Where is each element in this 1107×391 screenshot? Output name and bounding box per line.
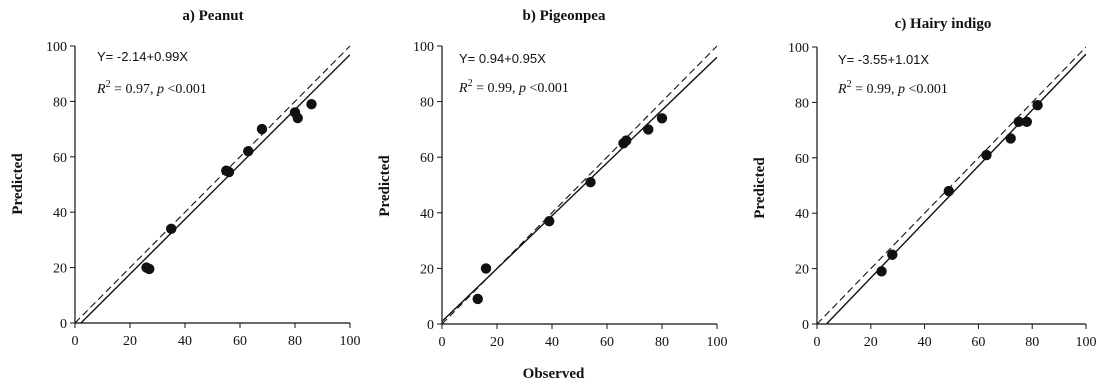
- data-point: [656, 113, 668, 124]
- data-point: [1021, 116, 1033, 127]
- data-point: [306, 98, 317, 110]
- regression-equation: Y= -3.55+1.01X: [838, 52, 929, 67]
- data-point: [292, 112, 303, 124]
- one-to-one-line: [75, 45, 350, 323]
- data-point: [544, 215, 555, 227]
- data-point: [943, 185, 955, 197]
- x-tick-label: 0: [72, 334, 79, 349]
- y-tick-label: 0: [60, 317, 67, 332]
- x-tick-label: 60: [600, 335, 614, 350]
- y-axis-label: Predicted: [377, 155, 393, 217]
- y-tick-label: 0: [802, 318, 809, 333]
- y-tick-label: 60: [53, 151, 67, 166]
- y-tick-label: 60: [420, 151, 434, 166]
- x-tick-label: 40: [918, 335, 932, 350]
- x-tick-label: 100: [1076, 335, 1097, 350]
- y-axis-label: Predicted: [10, 153, 26, 215]
- one-to-one-line: [442, 45, 717, 324]
- scatter-plot-pigeonpea: b) Pigeonpea Predicted 0 20 40 60 80 100 0 20 40 60…: [377, 8, 728, 350]
- data-point: [643, 124, 654, 135]
- chart-title: a) Peanut: [182, 8, 243, 24]
- y-axis-label: Predicted: [752, 157, 768, 219]
- y-tick-label: 40: [795, 207, 809, 222]
- data-point: [876, 266, 887, 277]
- scatter-plot-hairy-indigo: c) Hairy indigo Predicted 0 20 40 60 80 100 0 20 4…: [752, 16, 1097, 350]
- data-point: [887, 249, 898, 260]
- data-point: [144, 263, 155, 275]
- r-squared-annotation: R2 = 0.99, p <0.001: [837, 79, 948, 97]
- y-tick-label: 80: [795, 96, 809, 111]
- r-squared-annotation: R2 = 0.99, p <0.001: [458, 78, 569, 96]
- y-tick-label: 100: [46, 40, 67, 55]
- data-point: [472, 293, 483, 305]
- scatter-plot-peanut: a) Peanut Predicted 0 20 40 60 80 100 0 20 40 60 80 1…: [10, 8, 361, 349]
- x-tick-label: 100: [707, 335, 728, 350]
- x-tick-label: 20: [864, 335, 878, 350]
- data-point: [1005, 133, 1016, 144]
- x-tick-label: 0: [814, 335, 821, 350]
- data-point: [621, 135, 632, 146]
- y-tick-label: 80: [53, 95, 67, 110]
- x-tick-label: 100: [340, 334, 361, 349]
- y-tick-label: 80: [420, 96, 434, 111]
- data-point: [981, 149, 992, 161]
- one-to-one-line: [817, 46, 1086, 324]
- x-tick-label: 20: [123, 334, 137, 349]
- data-point: [1032, 99, 1043, 111]
- data-point: [480, 263, 492, 274]
- panel-peanut: a) Peanut Predicted 0 20 40 60 80 100 0 20 40 60 80 1…: [0, 0, 369, 391]
- x-tick-label: 60: [233, 334, 247, 349]
- data-point: [256, 123, 268, 135]
- x-tick-label: 80: [655, 335, 669, 350]
- x-tick-label: 40: [178, 334, 192, 349]
- panel-hairy-indigo: c) Hairy indigo Predicted 0 20 40 60 80 100 0 20 4…: [738, 0, 1107, 391]
- x-axis-label: Observed: [522, 366, 585, 382]
- regression-equation: Y= 0.94+0.95X: [459, 51, 546, 66]
- x-tick-label: 80: [288, 334, 302, 349]
- y-tick-label: 20: [795, 263, 809, 278]
- r-squared-annotation: R2 = 0.97, p <0.001: [96, 79, 207, 97]
- regression-line: [80, 54, 350, 323]
- data-point: [243, 146, 254, 157]
- chart-title: b) Pigeonpea: [523, 8, 606, 24]
- regression-equation: Y= -2.14+0.99X: [97, 49, 188, 64]
- data-point: [1013, 116, 1024, 127]
- regression-line: [825, 53, 1086, 324]
- y-tick-label: 60: [795, 152, 809, 167]
- x-tick-label: 0: [439, 335, 446, 350]
- x-tick-label: 20: [490, 335, 504, 350]
- y-tick-label: 100: [788, 41, 809, 56]
- y-tick-label: 40: [53, 206, 67, 221]
- x-tick-label: 60: [971, 335, 985, 350]
- y-tick-label: 0: [427, 318, 434, 333]
- data-point: [585, 177, 596, 188]
- data-point: [223, 166, 235, 178]
- y-tick-label: 20: [53, 262, 67, 277]
- x-tick-label: 40: [545, 335, 559, 350]
- y-tick-label: 40: [420, 207, 434, 222]
- panel-pigeonpea: b) Pigeonpea Predicted 0 20 40 60 80 100 0 20 40 60…: [369, 0, 738, 391]
- chart-title: c) Hairy indigo: [895, 16, 992, 32]
- y-tick-label: 20: [420, 262, 434, 277]
- regression-line: [442, 56, 717, 322]
- y-tick-label: 100: [413, 40, 434, 55]
- x-tick-label: 80: [1025, 335, 1039, 350]
- data-point: [166, 223, 177, 235]
